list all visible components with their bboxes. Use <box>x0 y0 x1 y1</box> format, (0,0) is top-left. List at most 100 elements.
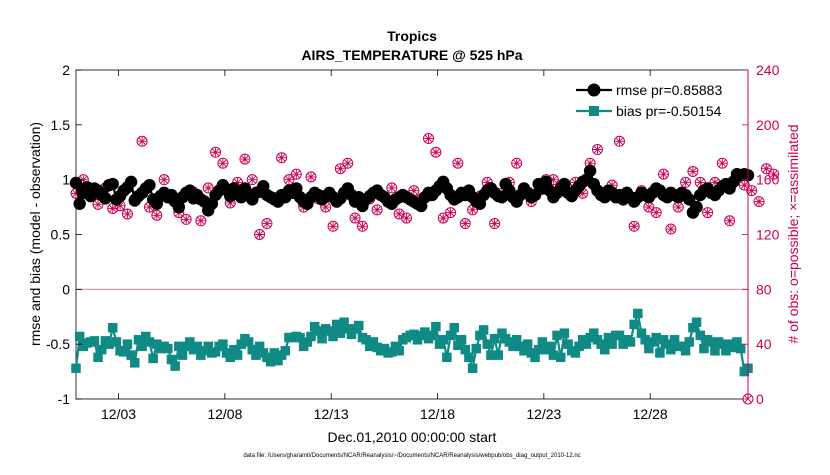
x-tick-label: 12/23 <box>526 406 561 422</box>
y-right-tick-label: 200 <box>756 117 780 133</box>
obs-possible-marker <box>768 168 780 180</box>
rmse-marker <box>143 178 156 192</box>
bias-marker <box>482 339 493 349</box>
y-left-tick-label: 0.5 <box>51 227 71 243</box>
obs-assimilated-marker <box>673 202 683 212</box>
bias-marker <box>445 330 456 341</box>
legend-bias-label: bias pr=-0.50154 <box>616 103 722 119</box>
bias-marker <box>71 363 81 374</box>
bias-marker <box>368 337 379 347</box>
bias-marker <box>174 341 184 352</box>
obs-point <box>246 174 258 186</box>
bias-marker <box>533 344 544 355</box>
obs-point <box>202 182 214 194</box>
bias-marker <box>409 329 419 340</box>
obs-assimilated-marker <box>108 204 118 213</box>
bias-marker <box>328 331 338 342</box>
obs-point <box>393 208 405 220</box>
obs-assimilated-marker <box>358 221 367 231</box>
legend-rmse-label: rmse pr=0.85883 <box>616 82 722 98</box>
bias-marker <box>280 345 291 356</box>
rmse-marker <box>690 200 703 214</box>
bias-marker <box>717 339 728 349</box>
bias-marker <box>203 341 213 352</box>
obs-assimilated-marker <box>137 136 147 146</box>
obs-assimilated-marker <box>321 202 331 212</box>
bias-marker <box>511 335 522 345</box>
obs-assimilated-marker <box>247 175 257 185</box>
obs-possible-marker <box>658 168 670 180</box>
obs-assimilated-marker <box>739 180 749 190</box>
obs-point <box>349 212 361 224</box>
obs-assimilated-marker <box>703 208 713 217</box>
bias-marker <box>644 343 654 354</box>
obs-assimilated-marker <box>644 202 654 212</box>
bias-marker <box>229 344 239 355</box>
bias-marker <box>420 327 430 337</box>
obs-possible-marker <box>511 157 523 169</box>
bias-marker <box>324 326 335 336</box>
bias-marker <box>254 341 265 352</box>
legend-bias-marker <box>589 106 599 116</box>
x-axis-label: Dec.01,2010 00:00:00 start <box>328 429 497 445</box>
y-left-tick-label: 1 <box>62 172 70 188</box>
obs-point <box>400 212 412 224</box>
bias-marker <box>431 321 441 332</box>
obs-point <box>342 157 354 169</box>
obs-possible-marker <box>445 207 457 219</box>
x-tick-label: 12/03 <box>101 406 136 422</box>
bias-marker <box>508 341 518 352</box>
y-right-tick-label: 80 <box>756 281 772 297</box>
obs-assimilated-marker <box>240 154 250 164</box>
bias-marker <box>107 322 118 333</box>
obs-assimilated-marker <box>607 180 617 190</box>
obs-possible-marker <box>591 144 603 156</box>
obs-point <box>665 223 677 235</box>
obs-possible-marker <box>423 133 435 145</box>
bias-marker <box>555 352 566 363</box>
obs-possible-marker <box>746 185 758 197</box>
bias-marker <box>339 317 349 327</box>
bias-marker <box>243 337 254 347</box>
rmse-marker <box>124 175 138 189</box>
bias-marker <box>559 328 570 338</box>
bias-marker <box>522 339 533 349</box>
obs-assimilated-marker <box>306 172 316 182</box>
bias-marker <box>317 333 327 344</box>
obs-point <box>650 207 662 219</box>
obs-assimilated-marker <box>438 213 448 223</box>
bias-marker <box>489 333 500 344</box>
obs-assimilated-marker <box>328 221 338 231</box>
obs-assimilated-marker <box>350 213 360 223</box>
obs-assimilated-marker <box>453 158 463 168</box>
bias-marker <box>302 337 313 347</box>
obs-possible-marker <box>180 213 192 225</box>
bias-marker <box>530 352 540 363</box>
bias-marker <box>394 345 404 356</box>
bias-marker <box>306 331 316 342</box>
obs-point <box>290 168 302 180</box>
obs-point <box>371 204 383 216</box>
bias-marker <box>122 339 133 349</box>
bias-marker <box>141 331 151 342</box>
y-axis-left-label: rmse and bias (model - observation) <box>27 122 43 346</box>
bias-marker <box>651 332 661 343</box>
obs-assimilated-marker <box>145 202 154 212</box>
bias-marker <box>170 361 180 371</box>
bias-marker <box>493 350 504 360</box>
bias-marker <box>695 330 706 341</box>
bias-series-layer <box>71 308 753 377</box>
bias-marker <box>361 335 371 345</box>
obs-possible-marker <box>356 220 368 232</box>
bias-marker <box>166 354 177 365</box>
bias-marker <box>210 347 221 357</box>
bias-marker <box>666 344 676 355</box>
obs-assimilated-marker <box>681 178 690 187</box>
y-right-tick-label: 40 <box>756 336 772 352</box>
obs-possible-marker <box>158 174 170 186</box>
bias-marker <box>497 328 507 338</box>
bias-marker <box>192 341 202 352</box>
x-tick-label: 12/18 <box>420 406 455 422</box>
